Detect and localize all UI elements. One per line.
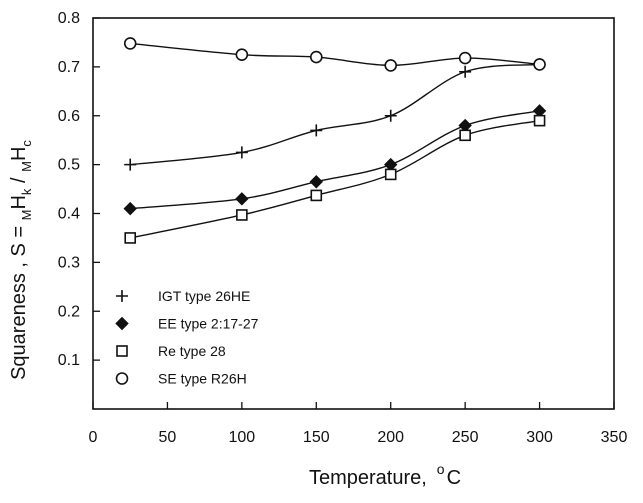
- y-tick-label: 0.7: [58, 59, 80, 76]
- data-point-re-type-28: [533, 114, 546, 127]
- x-tick-label: 100: [229, 429, 256, 446]
- y-axis-title-sep: /: [8, 172, 30, 189]
- legend-label-ee-type-2-17-27: EE type 2:17-27: [158, 316, 259, 332]
- data-point-se-type-r26h: [235, 48, 249, 61]
- y-axis-title-prefix: Squareness , S =: [8, 220, 30, 380]
- tick-layer: 0 50 100 150 200 250 300 350 0.1 0.2 0.3 0.4 0.5 0.6 0…: [58, 10, 628, 446]
- y-axis-title-group: Squareness , S = MHk / MHc: [8, 140, 34, 380]
- legend-marker-se-type-r26h: [115, 372, 129, 385]
- x-tick-label: 150: [303, 429, 330, 446]
- data-point-se-type-r26h: [533, 58, 546, 71]
- series-ee-type-2-17-27: [123, 104, 547, 216]
- legend-item-igt-type-26he: IGT type 26HE: [116, 288, 250, 304]
- legend-item-ee-type-2-17-27: EE type 2:17-27: [115, 316, 259, 332]
- y-tick-label: 0.1: [58, 352, 80, 369]
- x-axis-title: Temperature, o C: [309, 461, 461, 489]
- legend-label-re-type-28: Re type 28: [158, 343, 226, 359]
- x-tick-label: 300: [526, 429, 553, 446]
- y-axis-title-num-main: H: [8, 195, 30, 209]
- data-point-se-type-r26h: [309, 50, 323, 64]
- data-point-igt-type-26he: [235, 146, 248, 159]
- legend-marker-ee-type-2-17-27: [115, 316, 129, 331]
- data-point-ee-type-2-17-27: [309, 175, 323, 189]
- x-tick-label: 350: [601, 429, 628, 446]
- x-axis-title-unit-sup: o: [437, 461, 445, 477]
- data-point-re-type-28: [459, 129, 471, 142]
- series-layer: [123, 37, 547, 244]
- x-tick-label: 250: [452, 429, 479, 446]
- x-tick-label: 50: [159, 429, 177, 446]
- series-line-igt-type-26he: [130, 63, 540, 166]
- data-point-igt-type-26he: [459, 65, 472, 78]
- x-axis-title-unit: C: [447, 467, 461, 489]
- y-axis-title-den-sub: M: [19, 161, 34, 172]
- y-tick-label: 0.3: [58, 254, 80, 271]
- data-point-se-type-r26h: [384, 59, 398, 72]
- y-tick-label: 0.5: [58, 157, 80, 174]
- data-point-re-type-28: [310, 189, 323, 202]
- series-re-type-28: [124, 114, 546, 244]
- y-tick-label: 0.2: [58, 303, 80, 320]
- series-line-ee-type-2-17-27: [130, 110, 540, 210]
- legend-item-se-type-r26h: SE type R26H: [115, 371, 247, 387]
- data-point-re-type-28: [236, 209, 248, 221]
- series-line-se-type-r26h: [130, 42, 540, 67]
- data-point-ee-type-2-17-27: [235, 192, 249, 206]
- y-tick-label: 0.6: [58, 108, 80, 125]
- legend: IGT type 26HE EE type 2:17-27 Re type 28 SE…: [115, 288, 259, 387]
- y-axis-title-num-sub: M: [19, 210, 34, 221]
- legend-label-igt-type-26he: IGT type 26HE: [158, 288, 250, 304]
- data-point-igt-type-26he: [124, 158, 137, 171]
- data-point-re-type-28: [384, 168, 397, 181]
- data-point-ee-type-2-17-27: [123, 201, 137, 216]
- legend-label-se-type-r26h: SE type R26H: [158, 371, 247, 387]
- data-point-re-type-28: [124, 232, 137, 244]
- y-tick-label: 0.4: [58, 206, 80, 223]
- y-tick-label: 0.8: [58, 10, 80, 27]
- data-point-se-type-r26h: [123, 37, 137, 50]
- data-point-igt-type-26he: [384, 109, 397, 122]
- y-axis-title-num-sub2: k: [19, 188, 34, 195]
- y-axis-title-den-sub2: c: [19, 140, 34, 147]
- data-point-igt-type-26he: [310, 124, 323, 137]
- series-igt-type-26he: [124, 58, 546, 171]
- y-axis-title: Squareness , S = MHk / MHc: [8, 140, 34, 380]
- x-axis-title-main: Temperature,: [309, 467, 427, 489]
- legend-marker-igt-type-26he: [116, 290, 128, 302]
- legend-marker-re-type-28: [116, 345, 128, 357]
- x-tick-label: 200: [377, 429, 404, 446]
- legend-item-re-type-28: Re type 28: [116, 343, 226, 359]
- series-line-re-type-28: [130, 119, 540, 239]
- y-axis-title-den-main: H: [8, 147, 30, 161]
- series-se-type-r26h: [123, 37, 546, 72]
- x-tick-label: 0: [89, 429, 98, 446]
- data-point-se-type-r26h: [458, 51, 472, 65]
